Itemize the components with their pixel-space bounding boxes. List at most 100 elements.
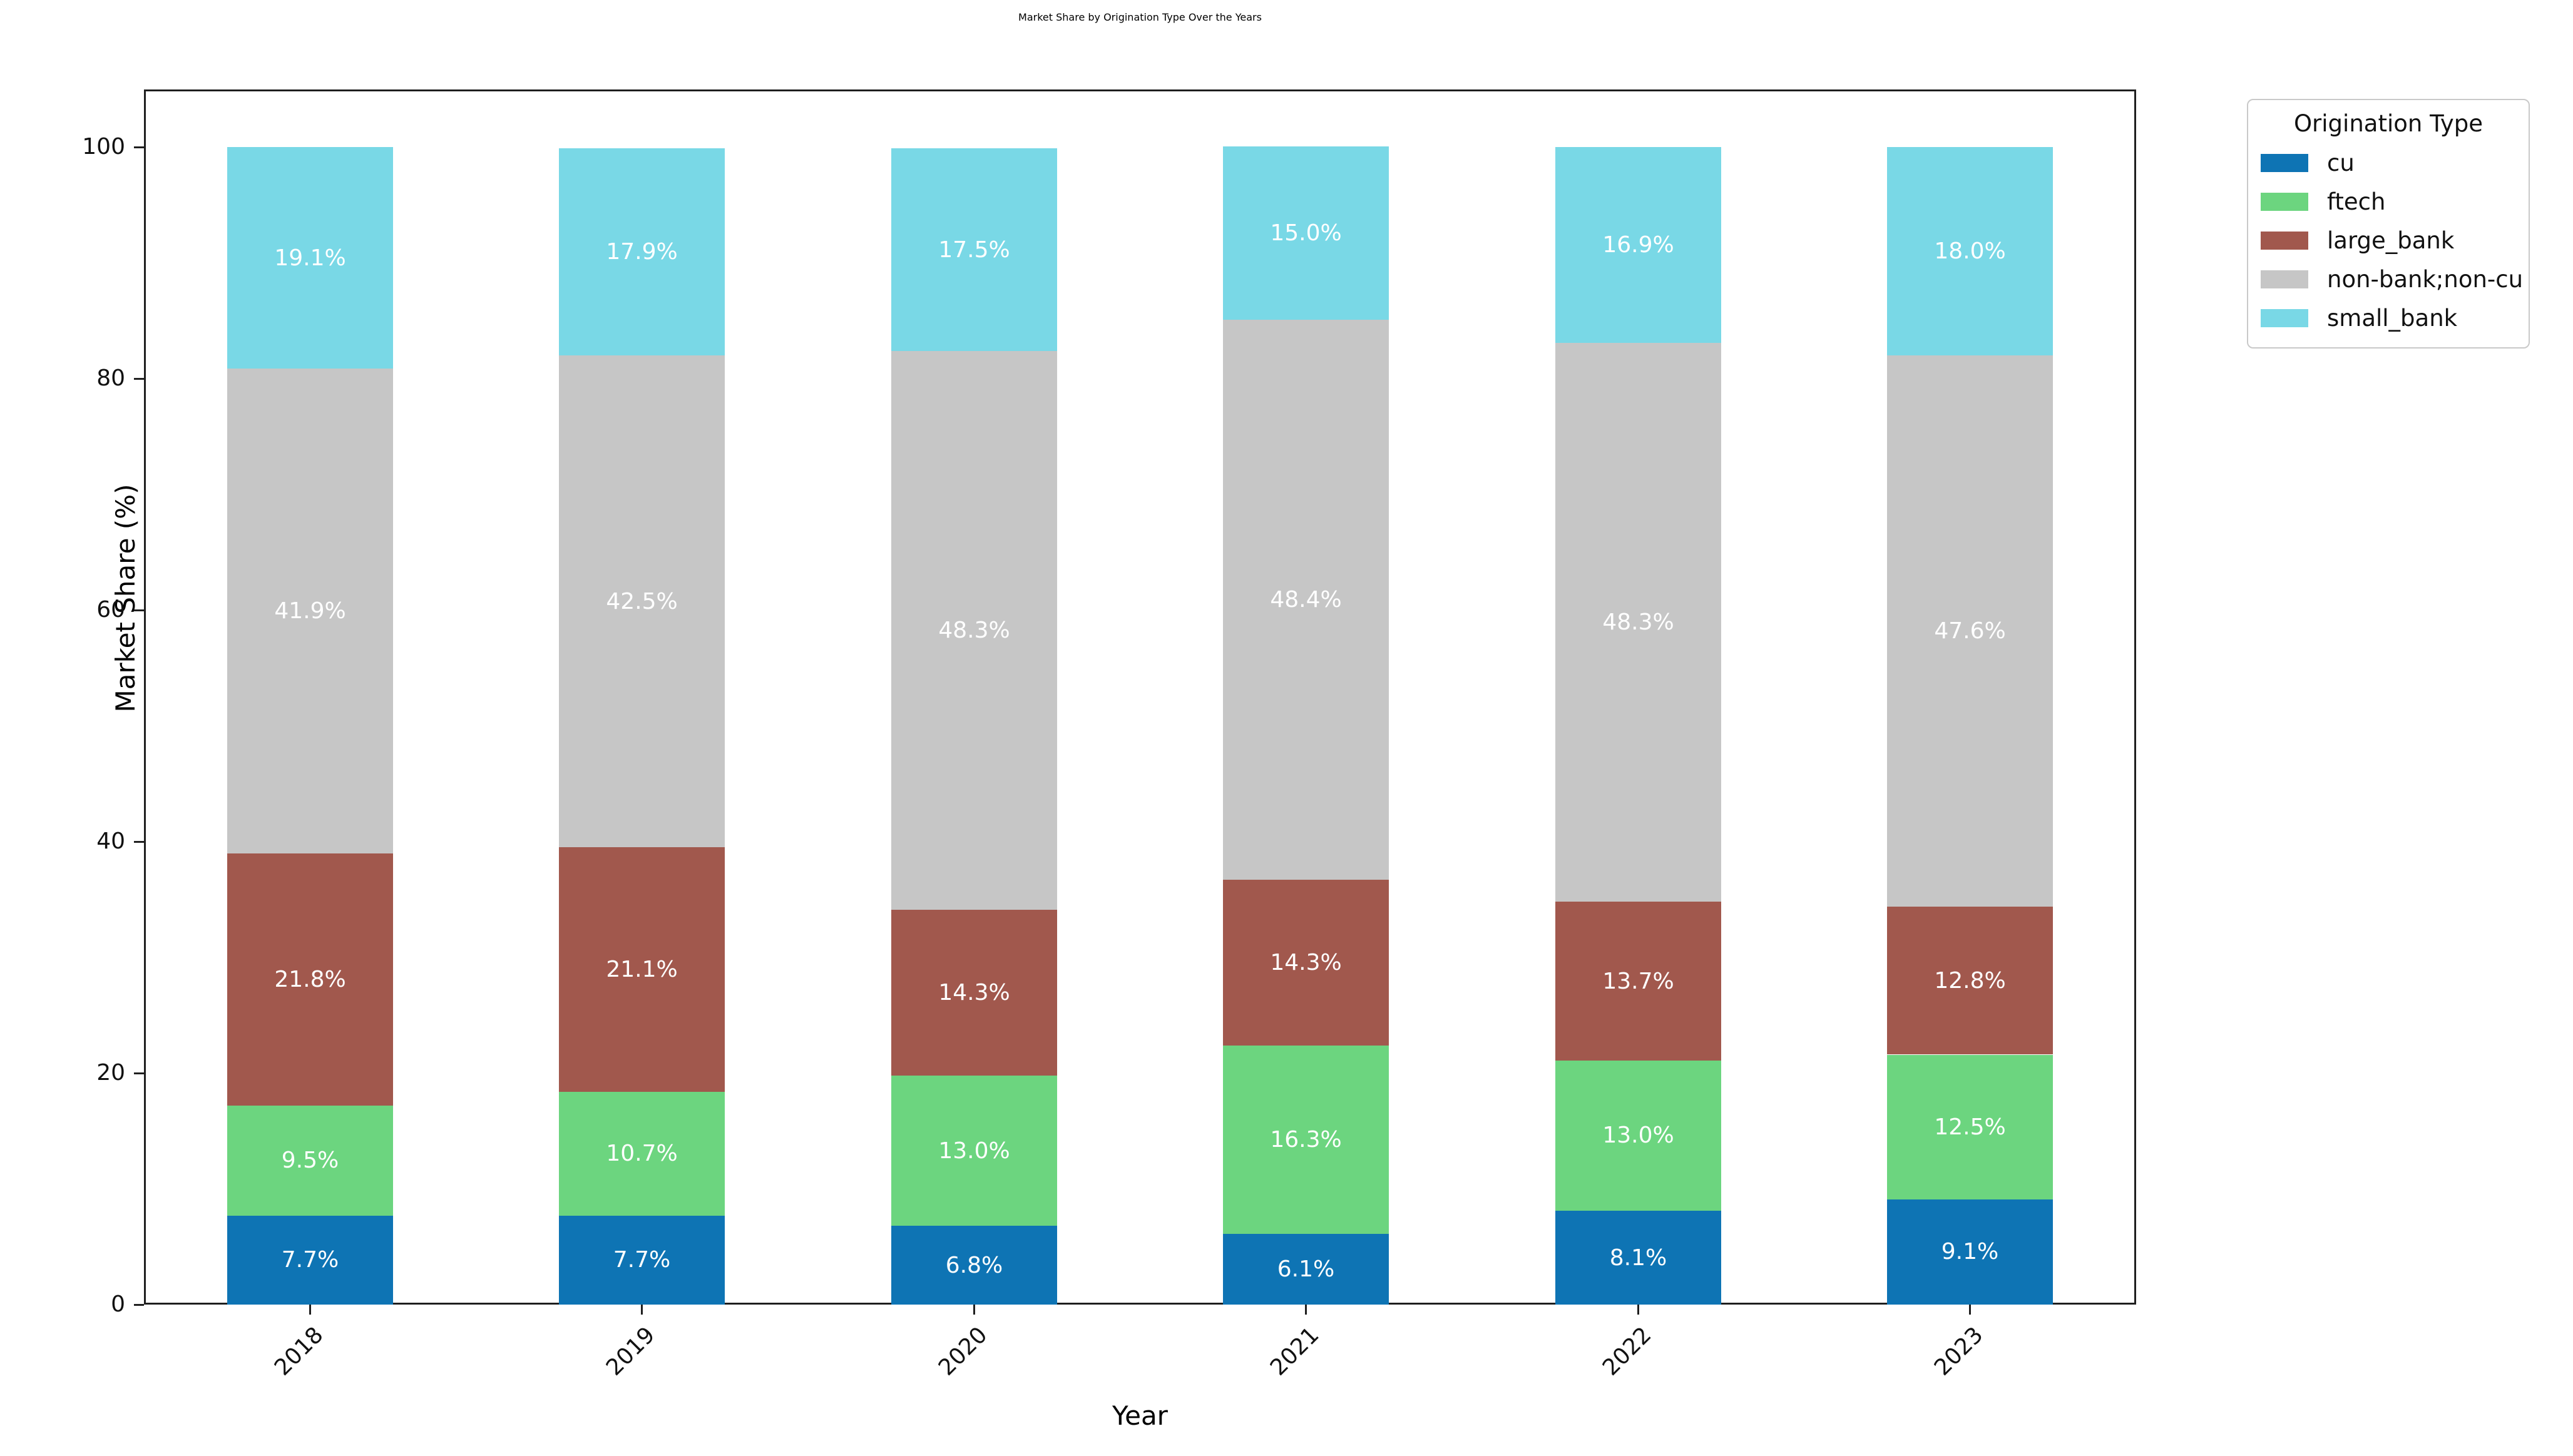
bar-segment-small_bank-2022: 16.9% — [1555, 147, 1721, 344]
bar-segment-cu-2021: 6.1% — [1223, 1234, 1389, 1305]
bar-value-label-non-bank;non-cu-2023: 47.6% — [1934, 618, 2006, 644]
legend-swatch-large_bank — [2261, 231, 2308, 250]
bar-segment-ftech-2022: 13.0% — [1555, 1060, 1721, 1211]
bar-segment-cu-2018: 7.7% — [227, 1215, 393, 1305]
legend-item-cu: cu — [2259, 143, 2517, 182]
y-tick-mark-60 — [134, 609, 144, 611]
bar-value-label-cu-2018: 7.7% — [281, 1247, 339, 1273]
bar-segment-cu-2019: 7.7% — [559, 1215, 725, 1305]
bar-segment-cu-2020: 6.8% — [891, 1226, 1057, 1305]
legend-label-small_bank: small_bank — [2327, 304, 2458, 332]
x-axis-label: Year — [1112, 1400, 1168, 1431]
bar-value-label-large_bank-2022: 13.7% — [1602, 968, 1674, 994]
bar-value-label-small_bank-2018: 19.1% — [274, 245, 346, 271]
bar-segment-large_bank-2019: 21.1% — [559, 847, 725, 1092]
bar-segment-small_bank-2021: 15.0% — [1223, 146, 1389, 320]
legend-items: cu ftech large_bank non-bank;non-cu small_ba… — [2259, 143, 2523, 337]
bar-segment-large_bank-2021: 14.3% — [1223, 880, 1389, 1046]
legend-label-cu: cu — [2327, 149, 2355, 176]
legend-item-large_bank: large_bank — [2259, 221, 2517, 260]
bar-segment-large_bank-2022: 13.7% — [1555, 902, 1721, 1061]
y-tick-label-20: 20 — [96, 1060, 125, 1086]
bar-segment-large_bank-2023: 12.8% — [1887, 906, 2053, 1055]
bar-value-label-non-bank;non-cu-2020: 48.3% — [938, 618, 1010, 644]
bar-value-label-large_bank-2021: 14.3% — [1270, 949, 1342, 975]
y-tick-mark-100 — [134, 146, 144, 148]
bar-segment-ftech-2020: 13.0% — [891, 1075, 1057, 1226]
x-tick-label-2018: 2018 — [269, 1322, 329, 1381]
bar-segment-ftech-2023: 12.5% — [1887, 1054, 2053, 1199]
bar-value-label-small_bank-2023: 18.0% — [1934, 238, 2006, 265]
x-tick-mark-2021 — [1305, 1305, 1307, 1315]
bar-value-label-small_bank-2020: 17.5% — [938, 237, 1010, 263]
y-tick-label-60: 60 — [96, 597, 125, 623]
bar-segment-non-bank;non-cu-2020: 48.3% — [891, 350, 1057, 910]
legend-swatch-non-bank;non-cu — [2261, 270, 2308, 288]
bar-segment-non-bank;non-cu-2018: 41.9% — [227, 368, 393, 853]
legend-label-non-bank;non-cu: non-bank;non-cu — [2327, 265, 2524, 293]
bar-segment-small_bank-2023: 18.0% — [1887, 147, 2053, 356]
x-tick-mark-2023 — [1969, 1305, 1972, 1315]
y-tick-label-0: 0 — [111, 1291, 125, 1317]
y-tick-label-80: 80 — [96, 365, 125, 392]
bar-value-label-large_bank-2020: 14.3% — [938, 980, 1010, 1006]
bar-value-label-ftech-2019: 10.7% — [606, 1141, 678, 1167]
y-tick-label-100: 100 — [82, 134, 125, 160]
bar-value-label-ftech-2022: 13.0% — [1602, 1123, 1674, 1149]
bar-value-label-non-bank;non-cu-2018: 41.9% — [274, 598, 346, 624]
bar-value-label-ftech-2023: 12.5% — [1934, 1114, 2006, 1140]
bar-value-label-ftech-2018: 9.5% — [281, 1148, 339, 1174]
bar-value-label-ftech-2021: 16.3% — [1270, 1126, 1342, 1153]
bar-segment-non-bank;non-cu-2019: 42.5% — [559, 355, 725, 848]
bar-segment-ftech-2018: 9.5% — [227, 1105, 393, 1216]
bar-segment-large_bank-2018: 21.8% — [227, 853, 393, 1106]
bar-value-label-ftech-2020: 13.0% — [938, 1138, 1010, 1164]
legend: Origination Type cu ftech large_bank non-ba… — [2247, 99, 2530, 349]
x-tick-label-2020: 2020 — [933, 1322, 993, 1381]
x-tick-mark-2022 — [1637, 1305, 1639, 1315]
bar-value-label-cu-2020: 6.8% — [945, 1252, 1003, 1278]
bar-value-label-non-bank;non-cu-2021: 48.4% — [1270, 587, 1342, 613]
bar-segment-cu-2023: 9.1% — [1887, 1199, 2053, 1305]
legend-item-small_bank: small_bank — [2259, 298, 2517, 337]
y-tick-label-40: 40 — [96, 828, 125, 855]
legend-title: Origination Type — [2293, 110, 2483, 137]
bar-value-label-small_bank-2021: 15.0% — [1270, 220, 1342, 246]
legend-item-ftech: ftech — [2259, 182, 2517, 221]
bar-value-label-non-bank;non-cu-2019: 42.5% — [606, 588, 678, 614]
x-tick-mark-2020 — [973, 1305, 975, 1315]
bar-segment-small_bank-2020: 17.5% — [891, 148, 1057, 351]
bar-value-label-large_bank-2023: 12.8% — [1934, 967, 2006, 994]
legend-swatch-cu — [2261, 153, 2308, 172]
y-tick-mark-20 — [134, 1072, 144, 1074]
x-tick-label-2023: 2023 — [1929, 1322, 1988, 1381]
bar-value-label-small_bank-2022: 16.9% — [1602, 232, 1674, 258]
legend-swatch-small_bank — [2261, 308, 2308, 327]
bar-segment-cu-2022: 8.1% — [1555, 1211, 1721, 1305]
legend-item-non-bank;non-cu: non-bank;non-cu — [2259, 260, 2523, 298]
x-tick-label-2019: 2019 — [601, 1322, 660, 1381]
legend-label-ftech: ftech — [2327, 188, 2386, 215]
x-tick-label-2022: 2022 — [1597, 1322, 1657, 1381]
y-tick-mark-40 — [134, 840, 144, 843]
legend-swatch-ftech — [2261, 192, 2308, 211]
bar-segment-ftech-2021: 16.3% — [1223, 1045, 1389, 1235]
bar-segment-non-bank;non-cu-2021: 48.4% — [1223, 320, 1389, 880]
bar-segment-small_bank-2019: 17.9% — [559, 148, 725, 356]
bar-value-label-large_bank-2018: 21.8% — [274, 966, 346, 992]
x-tick-mark-2019 — [641, 1305, 643, 1315]
plot-area — [144, 89, 2136, 1305]
legend-label-large_bank: large_bank — [2327, 227, 2455, 254]
bar-value-label-cu-2022: 8.1% — [1609, 1245, 1667, 1271]
bar-segment-non-bank;non-cu-2022: 48.3% — [1555, 343, 1721, 902]
bar-segment-large_bank-2020: 14.3% — [891, 910, 1057, 1076]
bar-value-label-cu-2019: 7.7% — [613, 1247, 671, 1273]
bar-segment-small_bank-2018: 19.1% — [227, 147, 393, 369]
x-tick-mark-2018 — [309, 1305, 311, 1315]
bar-value-label-small_bank-2019: 17.9% — [606, 239, 678, 265]
y-tick-mark-0 — [134, 1303, 144, 1306]
bar-segment-non-bank;non-cu-2023: 47.6% — [1887, 355, 2053, 907]
bar-value-label-large_bank-2019: 21.1% — [606, 957, 678, 983]
bar-value-label-non-bank;non-cu-2022: 48.3% — [1602, 609, 1674, 636]
